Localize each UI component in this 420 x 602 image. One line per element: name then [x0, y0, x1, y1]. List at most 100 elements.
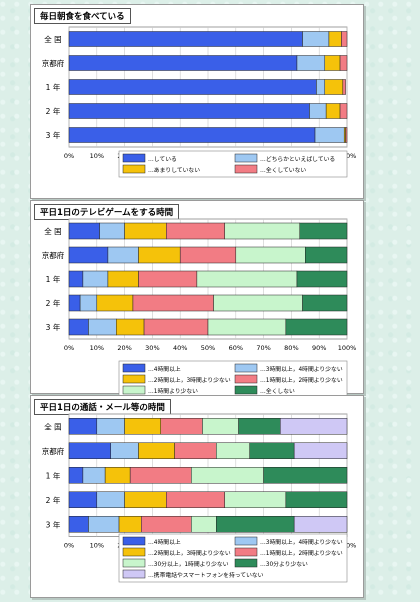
legend-box — [118, 533, 348, 583]
phone-mail-chart-panel: 平日1日の通話・メール等の時間 0%10%20%30%40%50%60%70%8… — [30, 395, 364, 598]
legend-swatch — [234, 374, 258, 384]
bar-segment — [179, 246, 237, 264]
legend-swatch — [234, 385, 258, 395]
legend-swatch — [234, 164, 258, 174]
bar-segment — [324, 79, 344, 95]
bar-segment — [68, 31, 303, 47]
bar-segment — [280, 418, 348, 435]
x-tick-label: 70% — [256, 344, 270, 352]
bar-segment — [305, 246, 348, 264]
x-tick-label: 60% — [229, 344, 243, 352]
legend-swatch — [122, 363, 146, 373]
legend-label: …全くしない — [260, 387, 295, 395]
bar-segment — [88, 318, 117, 336]
bar-segment — [132, 294, 214, 312]
bar-segment — [124, 491, 167, 508]
x-tick-label: 90% — [312, 344, 326, 352]
bar-segment — [314, 127, 345, 143]
legend-swatch — [234, 153, 258, 163]
x-tick-label: 30% — [145, 344, 159, 352]
legend-swatch — [122, 164, 146, 174]
x-tick-label: 100% — [338, 344, 357, 352]
category-label: 3 年 — [46, 130, 61, 140]
bar-segment — [68, 294, 81, 312]
bar-segment — [213, 294, 303, 312]
bar-segment — [249, 442, 295, 459]
bar-segment — [293, 516, 348, 533]
phone-mail-chart: 0%10%20%30%40%50%60%70%80%90%100%全 国京都府1… — [42, 413, 356, 583]
bar-segment — [82, 270, 109, 288]
category-label: 京都府 — [42, 250, 65, 260]
x-tick-label: 10% — [90, 152, 104, 160]
bar-segment — [196, 270, 298, 288]
legend-label: …している — [148, 156, 177, 163]
x-tick-label: 0% — [64, 542, 74, 550]
category-label: 1 年 — [46, 82, 61, 92]
bar-segment — [224, 222, 300, 240]
bar-segment — [341, 31, 348, 47]
x-tick-label: 80% — [284, 344, 298, 352]
legend-swatch — [122, 385, 146, 395]
tv-game-chart-panel: 平日1日のテレビゲームをする時間 0% 10% 20% 30% 40% 50% 60% 70%… — [30, 200, 364, 399]
legend-swatch — [122, 569, 146, 579]
bar-segment — [224, 491, 287, 508]
bar-segment — [68, 467, 84, 484]
bar-segment — [160, 418, 203, 435]
category-label: 3 年 — [46, 519, 61, 529]
bar-segment — [68, 442, 111, 459]
bar-segment — [68, 418, 98, 435]
legend-label: …1時間より少ない — [148, 387, 198, 395]
bar-segment — [124, 418, 161, 435]
bar-segment — [79, 294, 98, 312]
bar-segment — [216, 442, 250, 459]
bar-segment — [116, 318, 145, 336]
legend-swatch — [122, 536, 146, 546]
x-tick-label: 0% — [64, 344, 74, 352]
legend-swatch — [122, 547, 146, 557]
category-label: 全 国 — [44, 34, 61, 44]
bar-segment — [96, 418, 125, 435]
legend-swatch — [234, 547, 258, 557]
legend-swatch — [122, 374, 146, 384]
x-tick-label: 10% — [90, 344, 104, 352]
bar-segment — [96, 491, 125, 508]
category-label: 2 年 — [46, 298, 61, 308]
bar-segment — [293, 442, 348, 459]
bar-segment — [138, 442, 175, 459]
bar-segment — [68, 516, 89, 533]
bar-segment — [324, 55, 341, 71]
bar-segment — [339, 55, 348, 71]
bar-segment — [82, 467, 106, 484]
legend-label: …30分より少ない — [260, 560, 308, 568]
bar-segment — [316, 79, 326, 95]
x-tick-label: 10% — [90, 542, 104, 550]
bar-segment — [107, 270, 139, 288]
bar-segment — [238, 418, 281, 435]
bar-segment — [107, 246, 139, 264]
bar-segment — [141, 516, 192, 533]
bar-segment — [96, 294, 134, 312]
bar-segment — [216, 516, 295, 533]
x-tick-label: 40% — [173, 344, 187, 352]
category-label: 全 国 — [44, 226, 61, 236]
x-tick-label: 20% — [117, 344, 131, 352]
category-label: 3 年 — [46, 322, 61, 332]
bar-segment — [138, 270, 198, 288]
chart-title: 毎日朝食を食べている — [34, 8, 131, 24]
bar-segment — [143, 318, 209, 336]
bar-segment — [138, 246, 181, 264]
category-label: 2 年 — [46, 495, 61, 505]
legend-swatch — [234, 536, 258, 546]
x-tick-label: 50% — [201, 344, 215, 352]
legend-label: …あまりしていない — [148, 167, 200, 174]
legend-label: …4時間以上 — [148, 365, 181, 373]
bar-segment — [263, 467, 348, 484]
bar-segment — [68, 318, 89, 336]
bar-segment — [339, 103, 348, 119]
bar-segment — [302, 31, 330, 47]
bar-segment — [296, 55, 326, 71]
bar-segment — [166, 491, 225, 508]
bar-segment — [285, 491, 348, 508]
legend-label: …1時間以上，2時間より少ない — [260, 376, 343, 384]
